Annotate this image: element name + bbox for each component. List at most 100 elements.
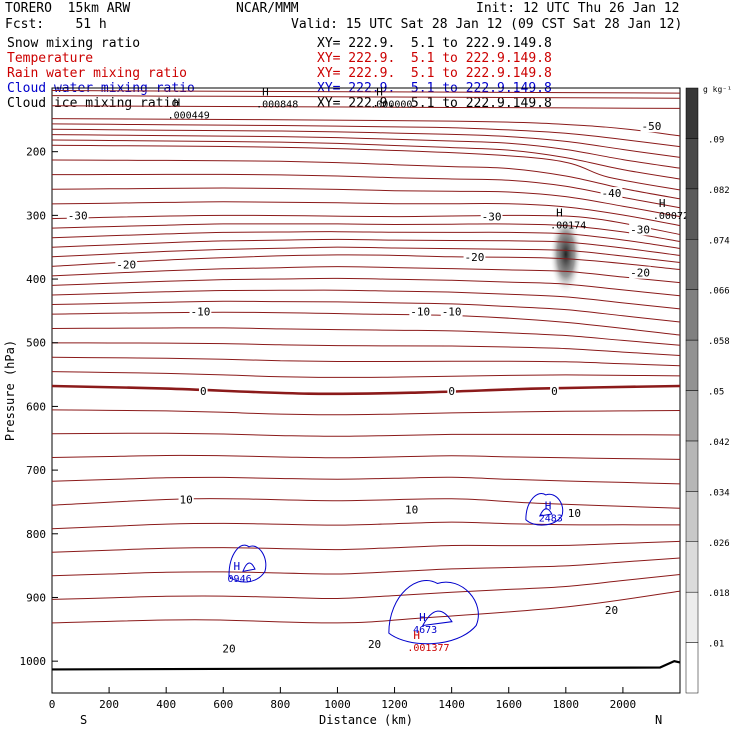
temperature-minor-contour: [51, 574, 681, 600]
colorbar-tick-label: .042: [708, 438, 730, 448]
x-tick-label: 1600: [495, 698, 522, 711]
temperature-label-bg: [66, 209, 89, 222]
temperature-label: -20: [630, 267, 650, 280]
maximum-value: .00174: [550, 221, 586, 232]
temperature-minor-contour: [51, 371, 681, 378]
temperature-label-bg: [189, 305, 212, 318]
temperature-label-bg: [198, 385, 208, 398]
temperature-label: -10: [190, 306, 210, 319]
temperature-label: -50: [642, 120, 662, 133]
maximum-marker: H: [262, 86, 269, 99]
temperature-minor-contour: [51, 327, 681, 346]
temperature-label: 10: [180, 493, 193, 506]
maximum-value: 4673: [413, 625, 437, 636]
temperature-label: -20: [465, 251, 485, 264]
y-tick-label: 600: [26, 400, 46, 413]
temperature-minor-contour: [51, 90, 681, 94]
temperature-label-bg: [550, 385, 559, 398]
x-tick-label: 400: [156, 698, 176, 711]
temperature-label-bg: [221, 642, 237, 655]
colorbar-segment: [685, 491, 699, 543]
y-tick-label: 900: [26, 591, 46, 604]
colorbar-tick-label: .066: [708, 287, 730, 297]
colorbar-tick-label: .05: [708, 388, 724, 398]
temperature-minor-contour: [51, 409, 681, 416]
temperature-label-bg: [178, 493, 194, 506]
temperature-minor-contour: [51, 187, 681, 218]
temperature-minor-contour: [51, 557, 681, 577]
field-name: Rain water mixing ratio: [7, 66, 188, 81]
colorbar-segment: [685, 440, 699, 492]
temperature-contour: [51, 311, 681, 336]
maximum-marker: H: [659, 197, 666, 210]
x-tick-label: 1800: [553, 698, 580, 711]
temperature-minor-contour: [51, 342, 681, 356]
x-tick-label: 200: [99, 698, 119, 711]
temperature-minor-contour: [51, 128, 681, 158]
south-label: S: [80, 713, 87, 727]
forecast-hour: Fcst: 51 h: [5, 17, 107, 32]
temperature-contour: [51, 498, 681, 509]
field-name: Cloud ice mixing ratio: [7, 96, 180, 111]
temperature-label-bg: [440, 305, 463, 318]
cloud-water-contour: [242, 562, 256, 573]
terrain-line: [51, 660, 681, 671]
colorbar-tick-label: .034: [708, 488, 730, 498]
valid-time: Valid: 15 UTC Sat 28 Jan 12 (09 CST Sat …: [291, 17, 683, 32]
maximum-value: .001377: [407, 643, 449, 654]
temperature-label-bg: [480, 210, 503, 223]
temperature-minor-contour: [51, 123, 681, 148]
y-tick-label: 200: [26, 146, 46, 159]
temperature-label-bg: [404, 503, 420, 516]
colorbar-segment: [685, 239, 699, 290]
x-tick-label: 1000: [324, 698, 351, 711]
temperature-label-bg: [115, 258, 138, 271]
field-xy-range: XY= 222.9. 5.1 to 222.9.149.8: [317, 51, 552, 66]
field-name: Snow mixing ratio: [7, 36, 141, 51]
temperature-label-bg: [600, 187, 623, 200]
temperature-contour: [51, 590, 681, 624]
temperature-minor-contour: [51, 134, 681, 169]
x-tick-label: 600: [213, 698, 233, 711]
colorbar-segment: [685, 541, 699, 593]
temperature-minor-contour: [51, 173, 681, 209]
temperature-label: -30: [630, 223, 650, 236]
maximum-value: .000000: [370, 100, 412, 111]
temperature-label: -30: [482, 211, 502, 224]
y-tick-label: 1000: [20, 655, 47, 668]
temperature-label-bg: [640, 120, 663, 133]
plot-frame: [51, 87, 681, 694]
maximum-marker: H: [413, 629, 420, 642]
temperature-minor-contour: [51, 201, 681, 227]
temperature-label: 20: [222, 642, 235, 655]
temperature-label-bg: [629, 266, 651, 279]
temperature-minor-contour: [51, 277, 681, 297]
colorbar-segment: [685, 289, 699, 341]
maximum-marker: H: [234, 560, 241, 573]
cloud-water-contour: [421, 610, 453, 627]
colorbar-segment: [685, 188, 699, 240]
temperature-label-bg: [366, 637, 383, 650]
colorbar-tick-label: .074: [708, 236, 730, 246]
x-tick-label: 800: [270, 698, 290, 711]
maximum-value: .000449: [168, 110, 210, 121]
temperature-label: -20: [116, 258, 136, 271]
temperature-minor-contour: [51, 521, 681, 530]
colorbar-tick-label: .01: [708, 640, 724, 650]
temperature-label-bg: [603, 604, 620, 617]
field-xy-range: XY= 222.9. 5.1 to 222.9.149.8: [317, 66, 552, 81]
cloud-water-contour: [539, 508, 553, 517]
temperature-label: 0: [200, 385, 207, 398]
init-time: Init: 12 UTC Thu 26 Jan 12: [476, 1, 680, 16]
temperature-label: 20: [605, 604, 618, 617]
y-tick-label: 500: [26, 337, 46, 350]
temperature-label-bg: [409, 305, 432, 318]
x-tick-label: 1400: [438, 698, 465, 711]
cloud-water-contour: [388, 580, 479, 645]
temperature-label-bg: [463, 250, 486, 263]
temperature-label-bg: [566, 506, 582, 519]
temperature-contour: [51, 384, 681, 396]
field-xy-range: XY= 222.9. 5.1 to 222.9.149.8: [317, 36, 552, 51]
temperature-label: -10: [442, 306, 462, 319]
